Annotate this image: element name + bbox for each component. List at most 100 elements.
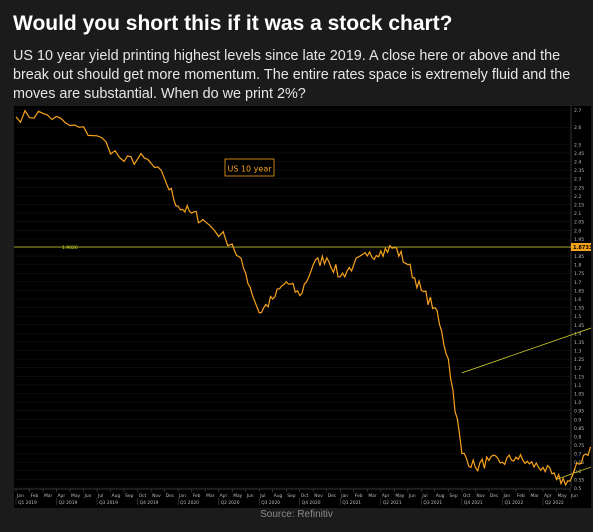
y-tick-label: 1.55 [574,306,584,312]
y-tick-label: 1.95 [574,237,584,243]
x-period-label: Q1 2022 [504,500,523,506]
x-tick-label: Mar [530,493,538,499]
x-period-label: Q3 2021 [423,500,442,506]
x-tick-label: May [233,493,242,499]
y-tick-label: 1.4 [574,331,581,337]
y-tick-label: 1.65 [574,288,584,294]
x-tick-label: Jul [421,493,427,499]
legend: US 10 year [224,158,275,177]
y-tick-label: 2.2 [574,194,581,200]
y-tick-label: 2.35 [574,168,584,174]
y-tick-label: 1.75 [574,271,584,277]
y-tick-label: 1.45 [574,323,584,329]
series-line-us-10-year [15,109,593,487]
y-tick-label: 2.0 [574,228,581,234]
x-tick-label: Jul [97,493,103,499]
x-tick-label: Dec [166,493,175,499]
y-tick-label: 0.95 [574,409,584,415]
y-tick-label: 2.05 [574,220,584,226]
x-tick-label: Apr [544,493,552,499]
x-period-label: Q4 2021 [464,500,483,506]
y-tick-label: 2.25 [574,185,584,191]
legend-label: US 10 year [227,165,272,174]
x-period-label: Q1 2020 [180,500,199,506]
x-period-label: Q2 2021 [383,500,402,506]
x-period-label: Q4 2019 [140,500,159,506]
y-tick-label: 2.6 [574,125,581,131]
y-tick-label: 1.5 [574,314,581,320]
x-tick-label: Sep [125,493,133,499]
x-tick-label: Dec [490,493,499,499]
y-tick-label: 0.5 [574,486,581,492]
x-tick-label: Jan [178,493,186,499]
y-tick-label: 0.8 [574,434,581,440]
y-tick-label: 1.35 [574,340,584,346]
x-tick-label: Feb [193,493,201,499]
x-tick-label: Aug [274,493,283,499]
y-tick-label: 0.9 [574,417,581,423]
page-subtitle: US 10 year yield printing highest levels… [13,48,571,102]
x-tick-label: Aug [112,493,121,499]
x-period-label: Q3 2019 [99,500,118,506]
x-period-label: Q2 2019 [59,500,78,506]
y-tick-label: 2.15 [574,203,584,209]
x-period-label: Q4 2020 [302,500,321,506]
x-period-label: Q1 2019 [18,500,37,506]
x-tick-label: Feb [355,493,363,499]
resistance-line-label: 1.9026 [62,245,78,251]
x-tick-label: May [557,493,566,499]
y-tick-label: 1.0 [574,400,581,406]
x-tick-label: Mar [368,493,376,499]
x-tick-label: Nov [152,493,161,499]
x-tick-label: Nov [476,493,485,499]
x-tick-label: Jan [502,493,510,499]
y-tick-label: 1.05 [574,392,584,398]
x-tick-label: Apr [58,493,66,499]
x-tick-label: Feb [517,493,525,499]
x-tick-label: Jan [16,493,24,499]
source-note: Source: Refinitiv [260,509,333,520]
y-tick-label: 1.1 [574,383,581,389]
y-tick-label: 0.75 [574,443,584,449]
y-tick-label: 2.3 [574,177,581,183]
x-tick-label: Oct [139,493,147,499]
y-tick-label: 2.7 [574,108,581,114]
x-tick-label: May [71,493,80,499]
x-tick-label: Jan [340,493,348,499]
y-tick-label: 0.55 [574,477,584,483]
x-period-label: Q2 2022 [545,500,564,506]
y-tick-label: 1.85 [574,254,584,260]
last-value-label: 1.8733 [573,245,591,251]
y-tick-label: 1.6 [574,297,581,303]
x-tick-label: Mar [44,493,52,499]
yield-chart: 2.7 2.6 2.5 2.45 2.4 2.35 2.3 2.25 2.2 2.15 2.1 2.0… [14,106,593,506]
x-tick-label: Aug [436,493,445,499]
x-tick-label: Mar [206,493,214,499]
x-tick-label: Feb [31,493,39,499]
y-tick-label: 0.65 [574,460,584,466]
y-tick-label: 2.45 [574,151,584,157]
y-tick-label: 1.25 [574,357,584,363]
y-tick-label: 2.5 [574,142,581,148]
y-tick-label: 1.8 [574,263,581,269]
y-tick-label: 1.7 [574,280,581,286]
x-tick-label: Apr [220,493,228,499]
y-tick-label: 2.1 [574,211,581,217]
y-tick-label: 2.4 [574,160,581,166]
x-tick-label: Jun [84,493,92,499]
x-tick-label: May [395,493,404,499]
x-tick-label: Dec [328,493,337,499]
y-tick-label: 1.15 [574,374,584,380]
y-tick-label: 0.7 [574,452,581,458]
x-tick-label: Jul [259,493,265,499]
x-tick-label: Jun [246,493,254,499]
y-tick-label: 1.3 [574,349,581,355]
chart-area: 2.7 2.6 2.5 2.45 2.4 2.35 2.3 2.25 2.2 2.15 2.1 2.0… [14,106,593,508]
x-tick-label: Oct [463,493,471,499]
x-period-label: Q2 2020 [221,500,240,506]
y-tick-label: 0.85 [574,426,584,432]
last-value-tag [571,243,591,252]
x-tick-label: Jun [408,493,416,499]
x-tick-label: Jun [570,493,578,499]
x-tick-label: Nov [314,493,323,499]
